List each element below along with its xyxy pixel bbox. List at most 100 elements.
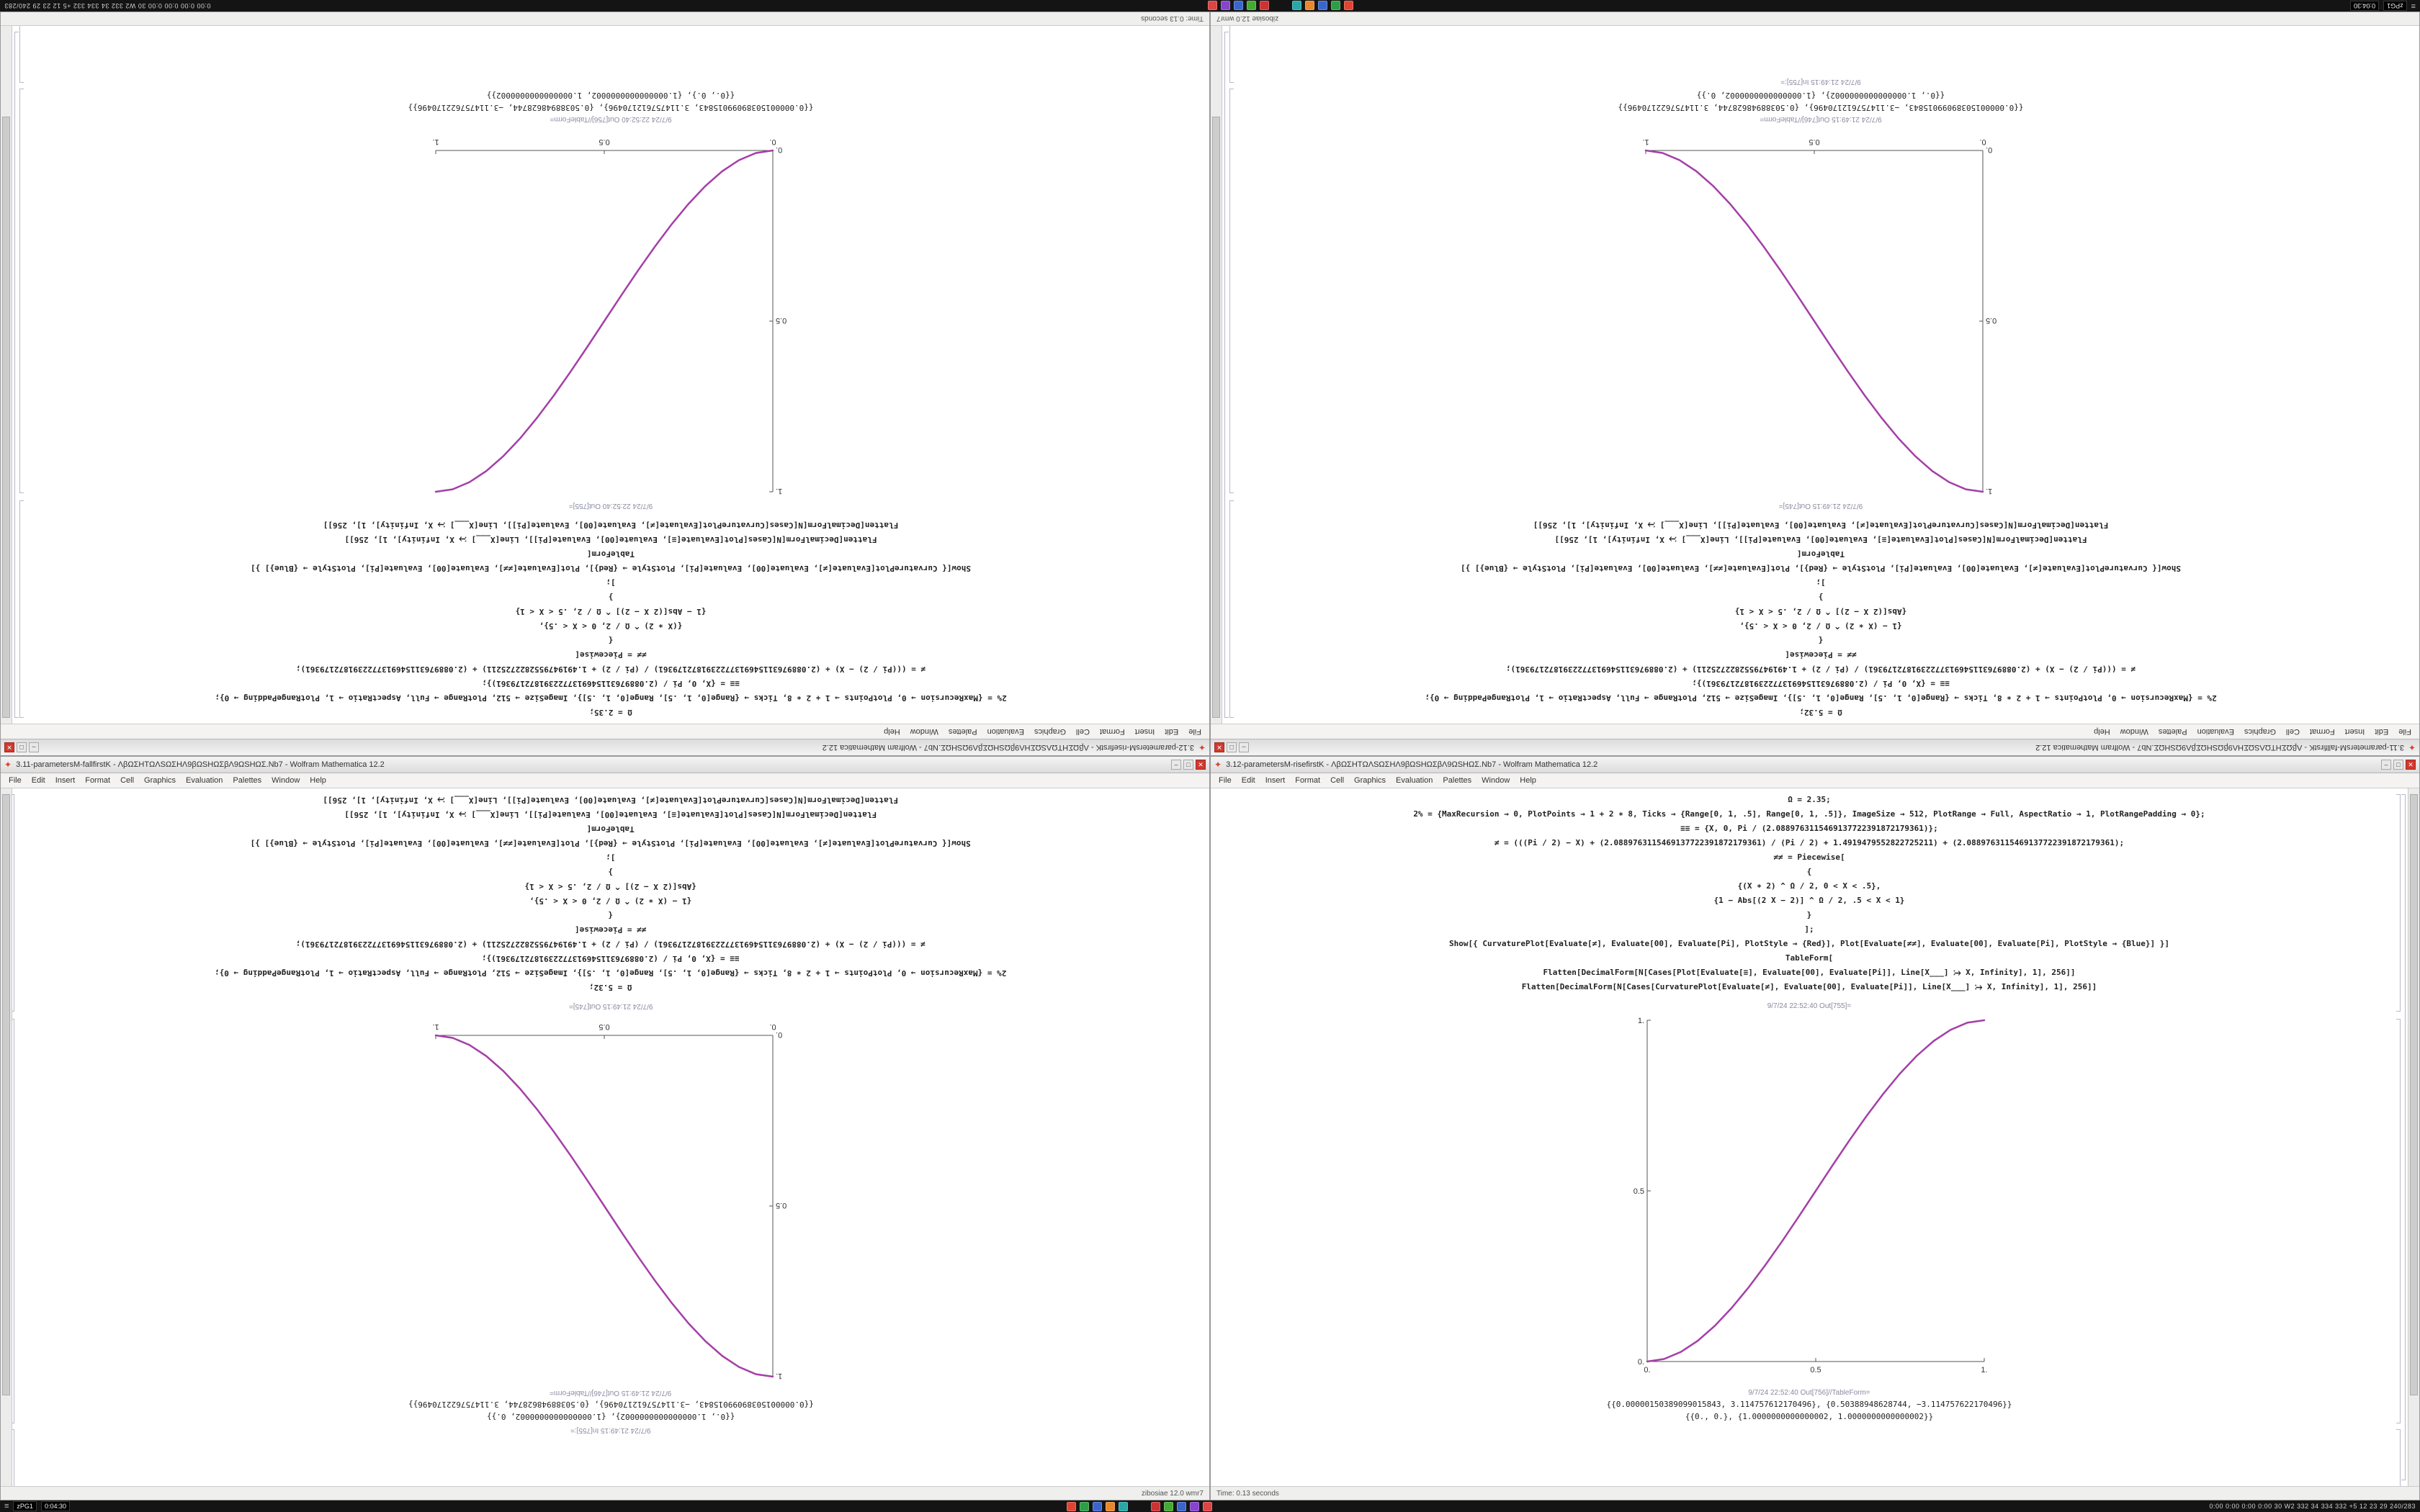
menu-item-evaluation[interactable]: Evaluation bbox=[1396, 776, 1433, 785]
menu-item-graphics[interactable]: Graphics bbox=[1354, 776, 1386, 785]
scrollbar[interactable] bbox=[2408, 788, 2419, 1486]
cell-bracket-input[interactable] bbox=[10, 794, 14, 1012]
taskbar-app-3-icon[interactable] bbox=[1317, 1, 1327, 11]
menu-item-window[interactable]: Window bbox=[272, 776, 300, 785]
minimize-button[interactable]: – bbox=[29, 742, 39, 752]
minimize-button[interactable]: – bbox=[2381, 760, 2391, 770]
menu-item-palettes[interactable]: Palettes bbox=[233, 776, 262, 785]
taskbar-app-8-icon[interactable] bbox=[1177, 1501, 1187, 1511]
taskbar-app-7-icon[interactable] bbox=[1164, 1501, 1174, 1511]
taskbar-app-5-icon[interactable] bbox=[1291, 1, 1301, 11]
menu-item-window[interactable]: Window bbox=[1482, 776, 1510, 785]
taskbar-app-6-icon[interactable] bbox=[1259, 1, 1269, 11]
minimize-button[interactable]: – bbox=[1171, 760, 1181, 770]
scrollbar-thumb[interactable] bbox=[2, 794, 10, 1396]
cell-bracket-input[interactable] bbox=[2396, 794, 2401, 1012]
minimize-button[interactable]: – bbox=[1239, 742, 1249, 752]
input-cell[interactable]: Ω = 5.32; 2% = {MaxRecursion → 0, PlotPoi… bbox=[1425, 518, 2216, 719]
window-titlebar[interactable]: ✦ 3.12-parametersM-risefirstK - ΛβΩΣHTΩΛS… bbox=[1211, 757, 2419, 773]
cell-bracket-group[interactable] bbox=[2401, 794, 2406, 1480]
maximize-button[interactable]: □ bbox=[1227, 742, 1237, 752]
taskbar-app-4-icon[interactable] bbox=[1304, 1, 1314, 11]
menu-item-format[interactable]: Format bbox=[1099, 727, 1125, 736]
menu-item-window[interactable]: Window bbox=[910, 727, 938, 736]
menu-item-graphics[interactable]: Graphics bbox=[1034, 727, 1066, 736]
menu-item-cell[interactable]: Cell bbox=[120, 776, 135, 785]
input-cell[interactable]: Ω = 2.35; 2% = {MaxRecursion → 0, PlotPoi… bbox=[1413, 793, 2205, 994]
cell-bracket-group[interactable] bbox=[1224, 32, 1229, 718]
menu-item-file[interactable]: File bbox=[9, 776, 22, 785]
taskbar-top-rotated[interactable]: ≡ zPG1 0:04:30 0:00 0:00 0:00 0:00 30 W2 33… bbox=[0, 0, 2420, 12]
menu-item-file[interactable]: File bbox=[1219, 776, 1232, 785]
menu-item-file[interactable]: File bbox=[1188, 727, 1201, 736]
notebook-content[interactable]: Ω = 5.32; 2% = {MaxRecursion → 0, PlotPoi… bbox=[1211, 26, 2419, 724]
scrollbar-thumb[interactable] bbox=[2, 116, 10, 718]
plot-cell[interactable]: 0. 0.5 1. 0. 0.5 1. bbox=[1626, 1013, 1993, 1384]
menu-item-evaluation[interactable]: Evaluation bbox=[186, 776, 223, 785]
taskbar-app-2-icon[interactable] bbox=[1330, 1, 1340, 11]
menu-item-format[interactable]: Format bbox=[2309, 727, 2335, 736]
plot-cell[interactable]: 0. 0.5 1. 0. 0.5 1. bbox=[1637, 128, 2004, 499]
window-titlebar[interactable]: ✦ 3.11-parametersM-fallfirstK - ΛβΩΣHTΩΛS… bbox=[1211, 739, 2419, 755]
taskbar-app-8-icon[interactable] bbox=[1233, 1, 1243, 11]
menu-item-edit[interactable]: Edit bbox=[1241, 776, 1255, 785]
input-cell[interactable]: Ω = 5.32; 2% = {MaxRecursion → 0, PlotPoi… bbox=[215, 793, 1006, 994]
menu-item-help[interactable]: Help bbox=[884, 727, 900, 736]
taskbar-app-6-icon[interactable] bbox=[1151, 1501, 1161, 1511]
start-menu-icon[interactable]: ≡ bbox=[2411, 1, 2416, 10]
taskbar-app-9-icon[interactable] bbox=[1220, 1, 1230, 11]
scrollbar[interactable] bbox=[1211, 26, 1222, 724]
start-menu-icon[interactable]: ≡ bbox=[4, 1502, 9, 1511]
window-titlebar[interactable]: ✦ 3.11-parametersM-fallfirstK - ΛβΩΣHTΩΛS… bbox=[1, 757, 1209, 773]
cell-bracket-table[interactable] bbox=[2396, 1429, 2401, 1486]
menu-item-window[interactable]: Window bbox=[2120, 727, 2148, 736]
menu-item-graphics[interactable]: Graphics bbox=[144, 776, 176, 785]
taskbar-app-7-icon[interactable] bbox=[1246, 1, 1256, 11]
menu-item-palettes[interactable]: Palettes bbox=[948, 727, 977, 736]
cell-bracket-input[interactable] bbox=[19, 500, 24, 718]
close-button[interactable]: ✕ bbox=[4, 742, 14, 752]
cell-bracket-plot[interactable] bbox=[1229, 89, 1234, 493]
scrollbar-thumb[interactable] bbox=[1212, 116, 1220, 718]
menu-item-insert[interactable]: Insert bbox=[1265, 776, 1286, 785]
notebook-content[interactable]: Ω = 2.35; 2% = {MaxRecursion → 0, PlotPoi… bbox=[1211, 788, 2419, 1486]
taskbar-app-3-icon[interactable] bbox=[1093, 1501, 1103, 1511]
menu-item-insert[interactable]: Insert bbox=[2344, 727, 2365, 736]
menu-item-insert[interactable]: Insert bbox=[1134, 727, 1155, 736]
scrollbar[interactable] bbox=[1, 788, 12, 1486]
close-button[interactable]: ✕ bbox=[2406, 760, 2416, 770]
taskbar-app-4-icon[interactable] bbox=[1106, 1501, 1116, 1511]
taskbar-app-10-icon[interactable] bbox=[1203, 1501, 1213, 1511]
menu-item-palettes[interactable]: Palettes bbox=[1443, 776, 1472, 785]
menu-item-help[interactable]: Help bbox=[2094, 727, 2110, 736]
taskbar-app-2-icon[interactable] bbox=[1080, 1501, 1090, 1511]
menu-item-cell[interactable]: Cell bbox=[1075, 727, 1090, 736]
notebook-content[interactable]: Ω = 2.35; 2% = {MaxRecursion → 0, PlotPoi… bbox=[1, 26, 1209, 724]
taskbar-app-10-icon[interactable] bbox=[1207, 1, 1217, 11]
maximize-button[interactable]: □ bbox=[2393, 760, 2403, 770]
menu-item-insert[interactable]: Insert bbox=[55, 776, 76, 785]
menu-item-format[interactable]: Format bbox=[1295, 776, 1321, 785]
menu-item-edit[interactable]: Edit bbox=[2375, 727, 2389, 736]
cell-bracket-input[interactable] bbox=[1229, 500, 1234, 718]
menu-item-help[interactable]: Help bbox=[310, 776, 326, 785]
maximize-button[interactable]: □ bbox=[1183, 760, 1193, 770]
plot-cell[interactable]: 0. 0.5 1. 0. 0.5 1. bbox=[427, 1013, 794, 1384]
cell-bracket-plot[interactable] bbox=[19, 89, 24, 493]
close-button[interactable]: ✕ bbox=[1196, 760, 1206, 770]
cell-bracket-plot[interactable] bbox=[10, 1019, 14, 1423]
close-button[interactable]: ✕ bbox=[1214, 742, 1224, 752]
window-titlebar[interactable]: ✦ 3.12-parametersM-risefirstK - ΛβΩΣHTΩΛS… bbox=[1, 739, 1209, 755]
menu-item-evaluation[interactable]: Evaluation bbox=[987, 727, 1024, 736]
taskbar-app-1-icon[interactable] bbox=[1067, 1501, 1077, 1511]
menu-item-palettes[interactable]: Palettes bbox=[2158, 727, 2187, 736]
scrollbar[interactable] bbox=[1, 26, 12, 724]
menu-item-format[interactable]: Format bbox=[85, 776, 111, 785]
plot-cell[interactable]: 0. 0.5 1. 0. 0.5 1. bbox=[427, 128, 794, 499]
menu-item-help[interactable]: Help bbox=[1520, 776, 1536, 785]
taskbar-app-9-icon[interactable] bbox=[1190, 1501, 1200, 1511]
menu-item-cell[interactable]: Cell bbox=[2285, 727, 2300, 736]
cell-bracket-plot[interactable] bbox=[2396, 1019, 2401, 1423]
menu-item-cell[interactable]: Cell bbox=[1330, 776, 1345, 785]
cell-bracket-group[interactable] bbox=[14, 32, 19, 718]
